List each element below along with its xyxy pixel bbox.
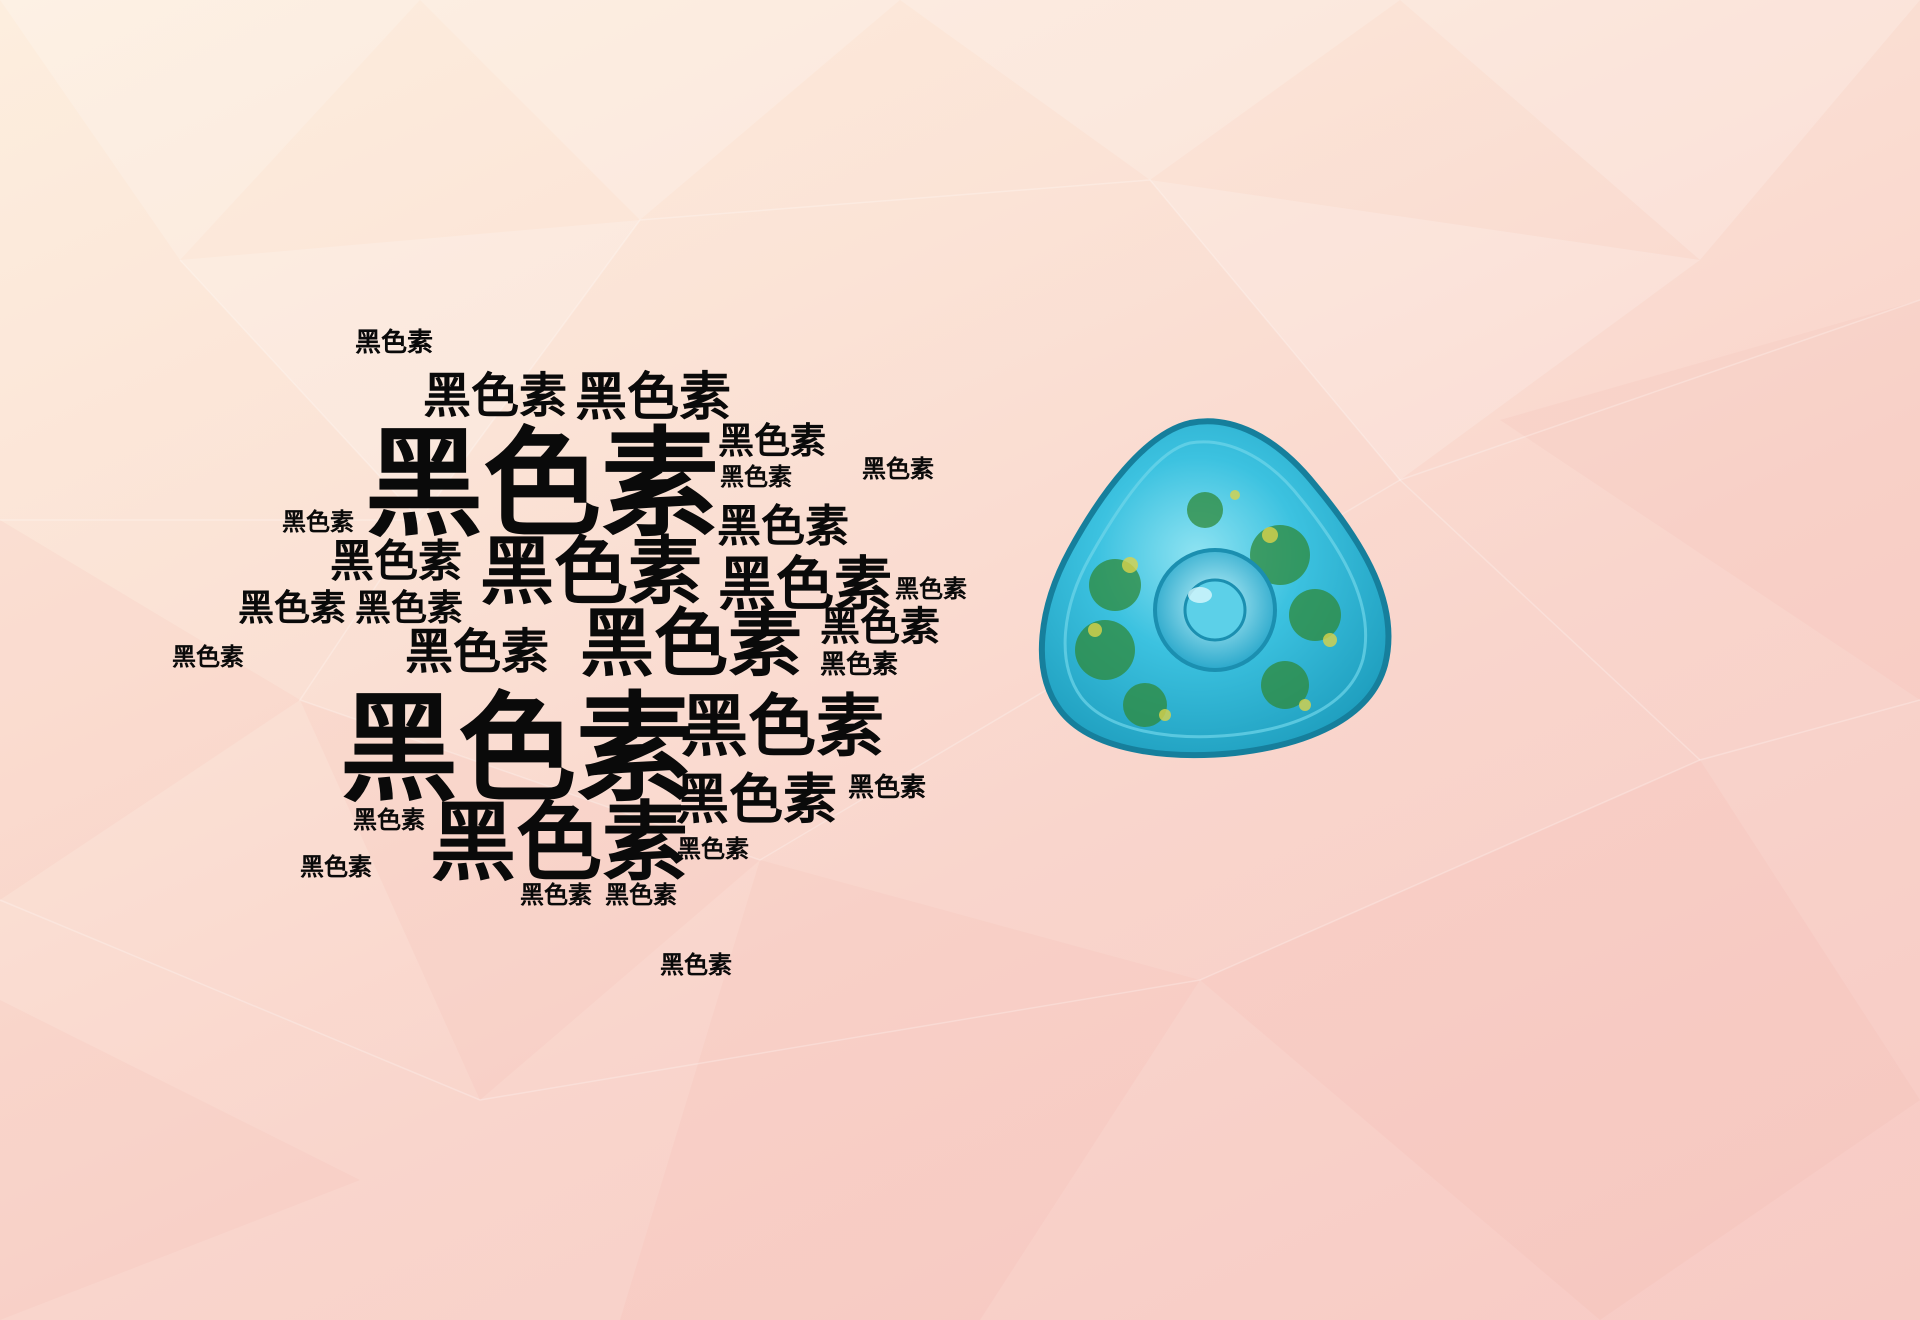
cloud-word: 黑色素	[848, 773, 927, 803]
cloud-word: 黑色素	[718, 550, 893, 618]
cloud-word: 黑色素	[480, 529, 702, 615]
cloud-word: 黑色素	[355, 587, 464, 629]
cloud-word: 黑色素	[300, 852, 372, 881]
cloud-word: 黑色素	[720, 462, 792, 491]
cloud-word: 黑色素	[575, 367, 732, 428]
cloud-word: 黑色素	[520, 880, 592, 909]
cloud-word: 黑色素	[862, 454, 934, 483]
cloud-word: 黑色素	[718, 420, 827, 462]
turquoise-cell-illustration	[1038, 418, 1392, 759]
cloud-word: 黑色素	[430, 792, 688, 893]
cloud-word: 黑色素	[172, 642, 244, 671]
cloud-word: 黑色素	[423, 368, 568, 424]
cloud-word: 黑色素	[282, 507, 354, 536]
cloud-word: 黑色素	[405, 624, 550, 680]
cloud-word: 黑色素	[717, 501, 849, 552]
cloud-word: 黑色素	[680, 687, 885, 767]
cloud-word: 黑色素	[660, 950, 732, 979]
cloud-word: 黑色素	[675, 767, 837, 831]
cloud-word: 黑色素	[353, 805, 425, 834]
cloud-word: 黑色素	[580, 601, 802, 687]
cloud-word: 黑色素	[330, 536, 462, 587]
cloud-word: 黑色素	[355, 328, 434, 358]
cloud-word: 黑色素	[820, 603, 940, 650]
cloud-word: 黑色素	[677, 834, 749, 863]
cloud-word: 黑色素	[895, 574, 967, 603]
cloud-word: 黑色素	[365, 414, 720, 553]
cloud-word: 黑色素	[340, 679, 695, 818]
cloud-word: 黑色素	[820, 650, 899, 680]
cloud-word: 黑色素	[238, 587, 347, 629]
cloud-word: 黑色素	[605, 880, 677, 909]
